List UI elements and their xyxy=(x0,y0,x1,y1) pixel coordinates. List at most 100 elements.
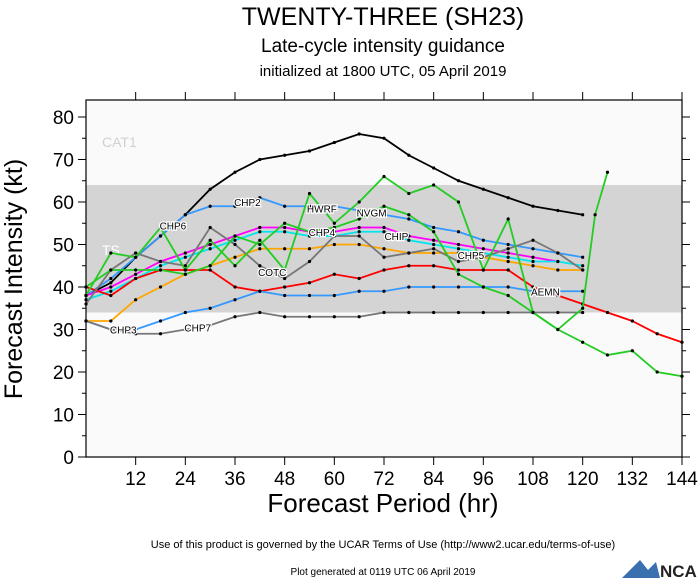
data-point xyxy=(134,298,138,302)
data-point xyxy=(506,293,510,298)
data-point xyxy=(307,281,312,285)
data-point xyxy=(158,225,163,230)
data-point xyxy=(506,242,510,247)
data-point xyxy=(283,247,287,251)
data-point xyxy=(109,319,113,323)
x-tick-label: 24 xyxy=(175,469,197,490)
data-point xyxy=(531,259,535,264)
data-point xyxy=(109,251,113,255)
data-point xyxy=(84,285,88,289)
x-tick-label: 96 xyxy=(473,469,494,490)
data-point xyxy=(332,230,336,234)
data-point xyxy=(630,319,634,323)
series-cotc xyxy=(84,225,585,306)
data-point xyxy=(233,204,237,208)
data-point xyxy=(357,230,361,234)
data-point xyxy=(183,268,187,272)
data-point xyxy=(382,204,386,208)
data-point xyxy=(382,268,386,272)
series-label-aemn: AEMN xyxy=(531,287,560,298)
data-point xyxy=(593,213,597,217)
chart-initialized: initialized at 1800 UTC, 05 April 2019 xyxy=(260,63,507,80)
data-point xyxy=(382,289,386,293)
data-point xyxy=(382,225,386,230)
data-point xyxy=(283,230,287,234)
data-point xyxy=(605,353,610,357)
data-point xyxy=(84,298,88,302)
data-point xyxy=(531,255,535,259)
data-point xyxy=(531,204,535,208)
data-point xyxy=(258,157,262,162)
data-point xyxy=(432,183,436,187)
data-point xyxy=(382,255,386,259)
data-point xyxy=(357,242,361,247)
x-tick-label: 84 xyxy=(423,469,445,490)
data-point xyxy=(556,289,560,293)
y-axis-label: Forecast Intensity (kt) xyxy=(0,159,28,399)
data-point xyxy=(183,310,187,315)
data-point xyxy=(134,272,138,276)
data-point xyxy=(208,268,212,272)
band xyxy=(86,312,682,457)
data-point xyxy=(407,153,411,157)
data-point xyxy=(258,242,262,247)
data-point xyxy=(432,264,436,268)
data-point xyxy=(307,230,312,234)
data-point xyxy=(208,204,212,208)
data-point xyxy=(332,225,336,230)
series-label-chp6: CHP6 xyxy=(160,221,187,232)
data-point xyxy=(158,332,163,336)
data-point xyxy=(332,272,336,276)
data-point xyxy=(382,174,386,179)
data-point xyxy=(556,251,560,255)
data-point xyxy=(456,179,461,183)
y-tick-label: 80 xyxy=(53,108,74,129)
data-point xyxy=(531,238,535,242)
chart-subtitle: Late-cycle intensity guidance xyxy=(261,36,505,57)
data-point xyxy=(432,230,436,234)
data-point xyxy=(183,272,187,276)
data-point xyxy=(481,268,485,272)
data-point xyxy=(283,225,287,230)
data-point xyxy=(556,310,560,315)
x-tick-label: 36 xyxy=(224,469,245,490)
data-point xyxy=(134,332,138,336)
data-point xyxy=(605,170,610,174)
series-label-chp2: CHP2 xyxy=(234,198,261,209)
data-point xyxy=(680,374,684,378)
data-point xyxy=(283,276,287,281)
data-point xyxy=(506,196,510,200)
data-point xyxy=(233,285,237,289)
data-point xyxy=(456,242,461,247)
data-point xyxy=(556,208,560,213)
data-point xyxy=(432,225,436,230)
data-point xyxy=(208,242,212,247)
data-point xyxy=(506,259,510,264)
data-point xyxy=(307,204,312,208)
data-point xyxy=(605,310,610,315)
data-point xyxy=(456,251,461,255)
x-tick-label: 60 xyxy=(324,469,345,490)
data-point xyxy=(307,259,312,264)
data-point xyxy=(183,264,187,268)
data-point xyxy=(456,310,461,315)
x-tick-label: 132 xyxy=(616,469,648,490)
data-point xyxy=(158,259,163,264)
data-point xyxy=(233,234,237,238)
data-point xyxy=(531,264,535,268)
data-point xyxy=(407,213,411,217)
data-point xyxy=(531,310,535,315)
chart-title: TWENTY-THREE (SH23) xyxy=(242,3,524,31)
data-point xyxy=(432,247,436,251)
data-point xyxy=(581,255,585,259)
data-point xyxy=(506,217,510,221)
y-tick-label: 10 xyxy=(53,406,74,427)
data-point xyxy=(283,293,287,298)
series-label-hwrf: HWRF xyxy=(307,204,337,215)
data-point xyxy=(233,242,237,247)
x-tick-label: 48 xyxy=(274,469,295,490)
data-point xyxy=(233,315,237,319)
data-point xyxy=(109,276,113,281)
data-point xyxy=(258,247,262,251)
data-point xyxy=(109,285,113,289)
